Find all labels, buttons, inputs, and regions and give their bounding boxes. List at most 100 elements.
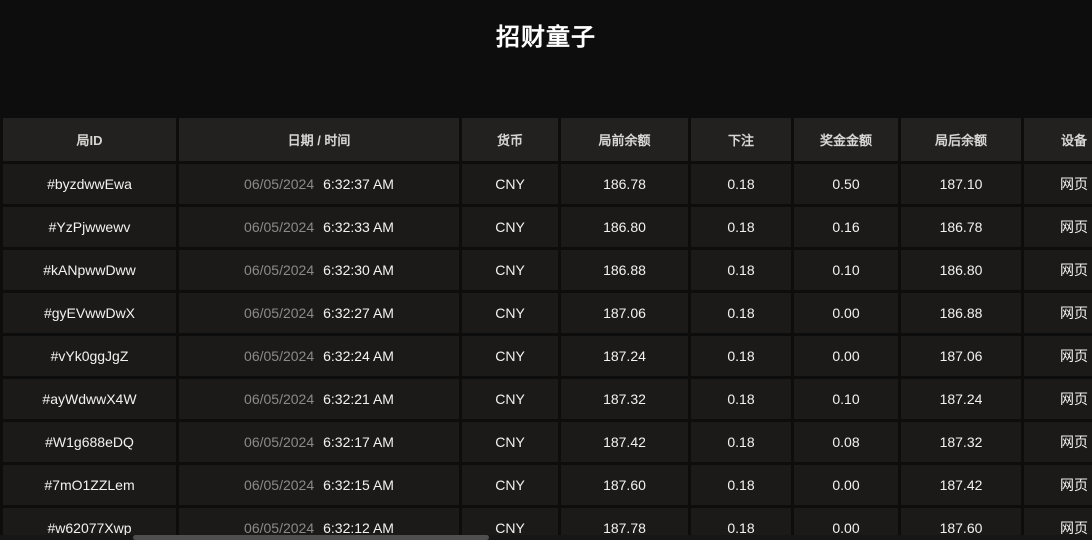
cell-balance_before: 186.78 (561, 164, 688, 204)
cell-balance_after: 187.42 (901, 465, 1021, 505)
cell-bonus: 0.00 (794, 293, 898, 333)
cell-device: 网页 (1024, 164, 1092, 204)
cell-datetime: 06/05/2024 6:32:21 AM (179, 379, 459, 419)
table-row: #7mO1ZZLem 06/05/2024 6:32:15 AM CNY 187.60 0… (3, 465, 1092, 505)
cell-bet: 0.18 (691, 379, 791, 419)
column-header-bonus: 奖金金额 (794, 118, 898, 161)
time-text: 6:32:33 AM (323, 219, 394, 235)
table-body: #byzdwwEwa 06/05/2024 6:32:37 AM CNY 186.78 0… (3, 164, 1092, 540)
history-table-viewport: 局ID 日期 / 时间 货币 局前余额 下注 奖金金额 局后余额 设备 #byzdwwEwa 0… (0, 115, 1092, 540)
cell-balance_before: 187.24 (561, 336, 688, 376)
column-header-balance_after: 局后余额 (901, 118, 1021, 161)
time-text: 6:32:24 AM (323, 348, 394, 364)
cell-datetime: 06/05/2024 6:32:12 AM (179, 508, 459, 540)
time-text: 6:32:17 AM (323, 434, 394, 450)
table-row: #ayWdwwX4W 06/05/2024 6:32:21 AM CNY 187.32 0… (3, 379, 1092, 419)
time-text: 6:32:37 AM (323, 176, 394, 192)
cell-bet: 0.18 (691, 164, 791, 204)
history-table: 局ID 日期 / 时间 货币 局前余额 下注 奖金金额 局后余额 设备 #byzdwwEwa 0… (0, 115, 1092, 540)
column-header-round_id: 局ID (3, 118, 176, 161)
cell-balance_before: 187.78 (561, 508, 688, 540)
cell-balance_before: 187.42 (561, 422, 688, 462)
column-header-bet: 下注 (691, 118, 791, 161)
cell-balance_after: 187.32 (901, 422, 1021, 462)
date-text: 06/05/2024 (244, 434, 315, 450)
column-header-currency: 货币 (462, 118, 558, 161)
cell-balance_before: 187.32 (561, 379, 688, 419)
table-row: #W1g688eDQ 06/05/2024 6:32:17 AM CNY 187.42 0… (3, 422, 1092, 462)
cell-device: 网页 (1024, 293, 1092, 333)
cell-balance_before: 187.06 (561, 293, 688, 333)
cell-bonus: 0.16 (794, 207, 898, 247)
cell-datetime: 06/05/2024 6:32:24 AM (179, 336, 459, 376)
cell-balance_before: 186.80 (561, 207, 688, 247)
cell-datetime: 06/05/2024 6:32:33 AM (179, 207, 459, 247)
cell-round_id: #W1g688eDQ (3, 422, 176, 462)
cell-balance_after: 187.60 (901, 508, 1021, 540)
table-row: #w62077Xwp 06/05/2024 6:32:12 AM CNY 187.78 0… (3, 508, 1092, 540)
horizontal-scrollbar-thumb[interactable] (133, 535, 489, 540)
date-text: 06/05/2024 (244, 305, 315, 321)
table-row: #byzdwwEwa 06/05/2024 6:32:37 AM CNY 186.78 0… (3, 164, 1092, 204)
cell-currency: CNY (462, 250, 558, 290)
cell-balance_before: 187.60 (561, 465, 688, 505)
cell-round_id: #kANpwwDww (3, 250, 176, 290)
cell-round_id: #vYk0ggJgZ (3, 336, 176, 376)
horizontal-scrollbar-track[interactable] (0, 535, 1092, 540)
cell-bet: 0.18 (691, 336, 791, 376)
column-header-device: 设备 (1024, 118, 1092, 161)
date-text: 06/05/2024 (244, 391, 315, 407)
cell-currency: CNY (462, 207, 558, 247)
cell-datetime: 06/05/2024 6:32:30 AM (179, 250, 459, 290)
cell-bonus: 0.50 (794, 164, 898, 204)
cell-device: 网页 (1024, 508, 1092, 540)
cell-balance_after: 186.88 (901, 293, 1021, 333)
cell-balance_after: 186.78 (901, 207, 1021, 247)
cell-round_id: #w62077Xwp (3, 508, 176, 540)
cell-round_id: #ayWdwwX4W (3, 379, 176, 419)
cell-bonus: 0.10 (794, 379, 898, 419)
cell-bet: 0.18 (691, 293, 791, 333)
date-text: 06/05/2024 (244, 520, 315, 536)
cell-round_id: #gyEVwwDwX (3, 293, 176, 333)
cell-balance_after: 187.10 (901, 164, 1021, 204)
time-text: 6:32:21 AM (323, 391, 394, 407)
table-row: #kANpwwDww 06/05/2024 6:32:30 AM CNY 186.88 0… (3, 250, 1092, 290)
date-text: 06/05/2024 (244, 262, 315, 278)
cell-currency: CNY (462, 293, 558, 333)
cell-bet: 0.18 (691, 508, 791, 540)
cell-bonus: 0.00 (794, 465, 898, 505)
cell-bet: 0.18 (691, 250, 791, 290)
cell-device: 网页 (1024, 379, 1092, 419)
cell-bonus: 0.10 (794, 250, 898, 290)
cell-balance_after: 186.80 (901, 250, 1021, 290)
cell-balance_before: 186.88 (561, 250, 688, 290)
cell-currency: CNY (462, 336, 558, 376)
cell-device: 网页 (1024, 207, 1092, 247)
cell-round_id: #7mO1ZZLem (3, 465, 176, 505)
cell-bonus: 0.00 (794, 336, 898, 376)
cell-bonus: 0.08 (794, 422, 898, 462)
cell-bet: 0.18 (691, 207, 791, 247)
cell-balance_after: 187.24 (901, 379, 1021, 419)
cell-device: 网页 (1024, 422, 1092, 462)
date-text: 06/05/2024 (244, 348, 315, 364)
cell-currency: CNY (462, 379, 558, 419)
cell-datetime: 06/05/2024 6:32:27 AM (179, 293, 459, 333)
date-text: 06/05/2024 (244, 477, 315, 493)
cell-currency: CNY (462, 465, 558, 505)
page-title: 招财童子 (496, 24, 596, 51)
cell-bet: 0.18 (691, 422, 791, 462)
cell-round_id: #YzPjwwewv (3, 207, 176, 247)
table-row: #gyEVwwDwX 06/05/2024 6:32:27 AM CNY 187.06 0… (3, 293, 1092, 333)
cell-round_id: #byzdwwEwa (3, 164, 176, 204)
cell-bonus: 0.00 (794, 508, 898, 540)
cell-device: 网页 (1024, 336, 1092, 376)
cell-datetime: 06/05/2024 6:32:17 AM (179, 422, 459, 462)
header-row: 局ID 日期 / 时间 货币 局前余额 下注 奖金金额 局后余额 设备 (3, 118, 1092, 161)
table-row: #YzPjwwewv 06/05/2024 6:32:33 AM CNY 186.80 0… (3, 207, 1092, 247)
time-text: 6:32:27 AM (323, 305, 394, 321)
cell-currency: CNY (462, 422, 558, 462)
cell-bet: 0.18 (691, 465, 791, 505)
